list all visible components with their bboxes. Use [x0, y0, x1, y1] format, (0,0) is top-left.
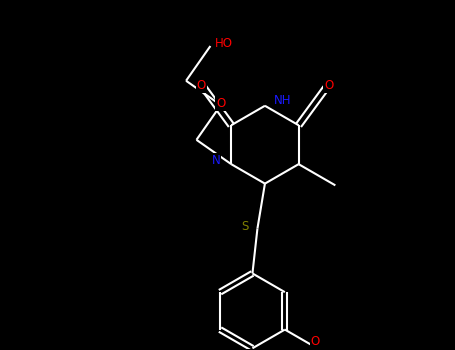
Text: O: O — [311, 335, 320, 348]
Text: O: O — [216, 97, 225, 110]
Text: S: S — [241, 219, 248, 232]
Text: O: O — [324, 79, 333, 92]
Text: NH: NH — [274, 94, 291, 107]
Text: N: N — [212, 154, 220, 167]
Text: HO: HO — [214, 37, 233, 50]
Text: O: O — [197, 79, 206, 92]
